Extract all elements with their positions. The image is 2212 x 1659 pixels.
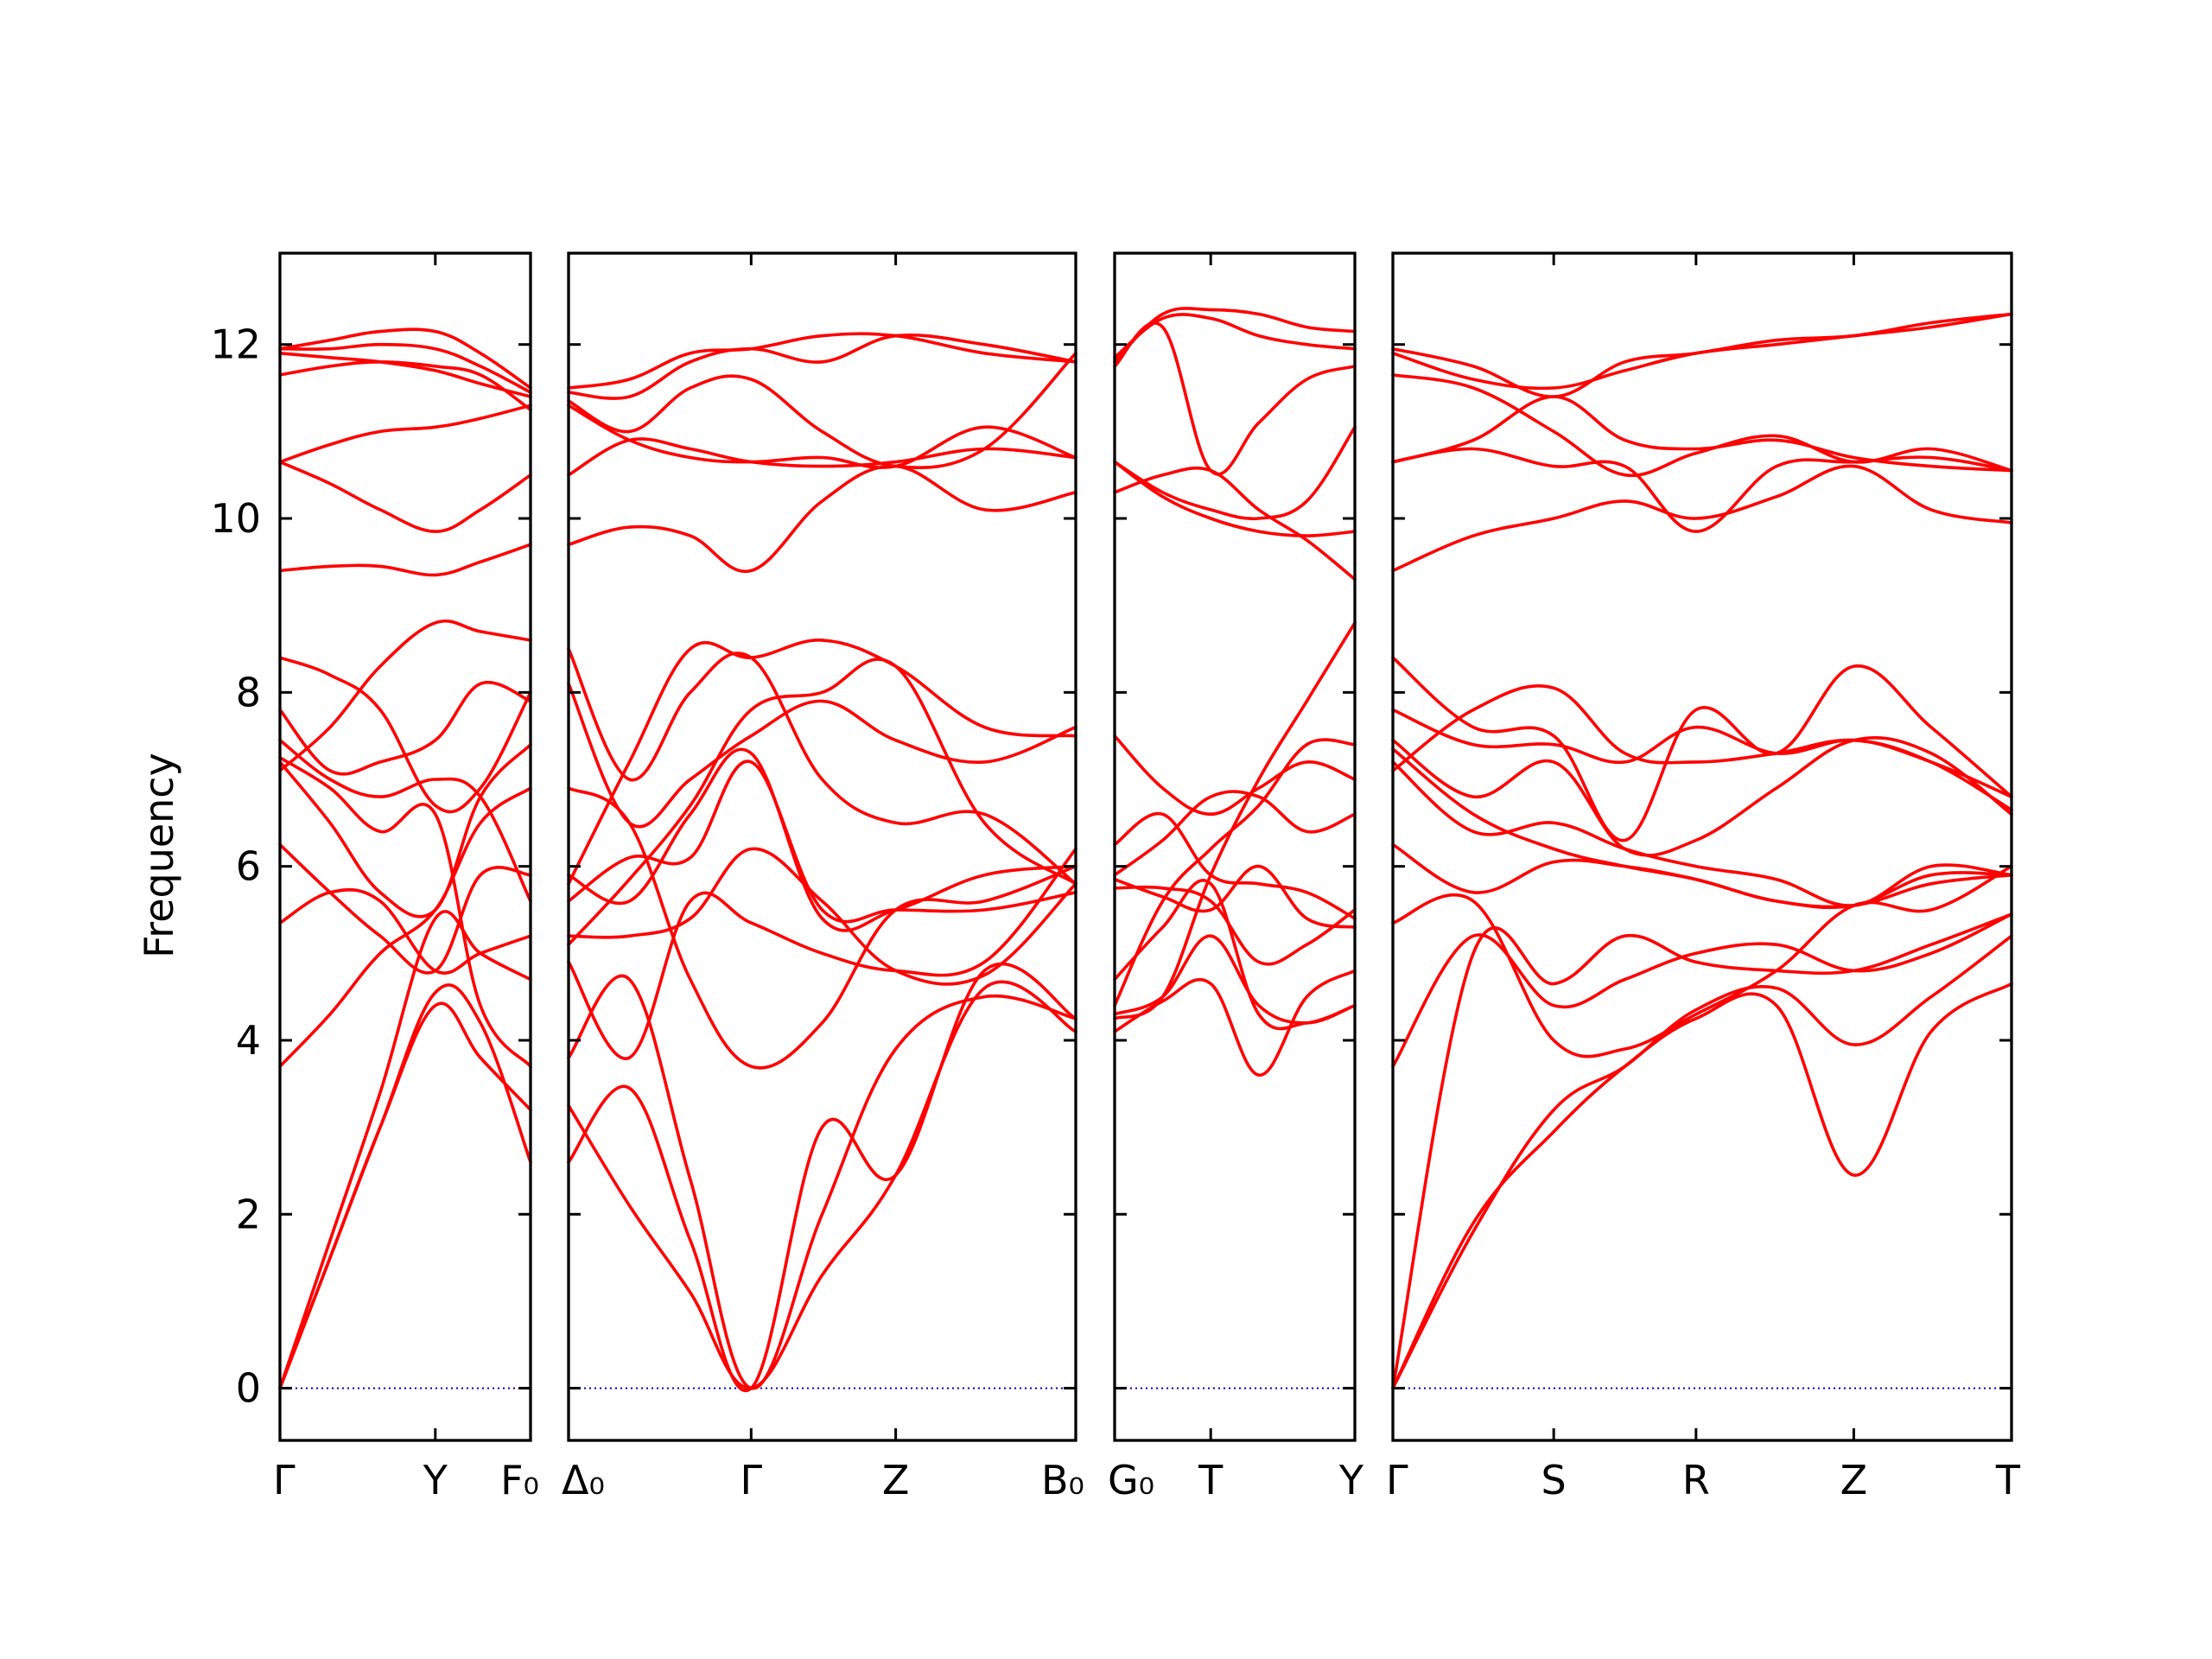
band-line [1391,864,2013,1058]
x-tick-label: Y [1338,1457,1364,1503]
band-line [567,658,1077,946]
band-line [1113,425,1357,521]
x-tick-label: R [1682,1457,1710,1503]
band-line [278,887,532,975]
x-tick-label: G₀ [1108,1457,1154,1503]
x-tick-label: B₀ [1041,1457,1084,1503]
band-line [1391,760,2013,907]
band-line [278,360,532,411]
panel-frame [278,251,532,1442]
band-line [1391,447,2013,533]
band-line [278,620,532,772]
band-line [278,327,532,390]
x-tick-label: Γ [1386,1457,1408,1503]
band-line [567,847,1077,1060]
band-line [1113,466,1357,582]
band-line [278,404,532,464]
x-tick-label: Δ₀ [562,1457,605,1503]
band-line [1391,736,2013,857]
band-line [1113,313,1357,359]
band-line [278,983,532,1390]
band-line [278,1001,532,1390]
band-line [1391,373,2013,478]
band-line [567,974,1077,1390]
x-tick-label: Γ [273,1457,296,1503]
x-tick-label: S [1541,1457,1567,1503]
band-line [1391,934,2013,1390]
band-line [1113,460,1357,537]
band-line [1113,621,1357,1020]
band-line [1391,747,2013,910]
y-tick-label: 2 [236,1191,261,1237]
x-tick-label: Γ [740,1457,762,1503]
band-line [567,747,1077,932]
band-line [567,464,1077,574]
band-line [278,656,532,814]
panel-1: 0 2 4 6 8 10 12 Γ Y F₀ [210,251,539,1503]
band-line [278,756,532,1068]
band-line [1113,307,1357,364]
band-line [1113,864,1357,929]
y-axis-label: Frequency [136,753,182,958]
band-line [567,980,1077,1390]
x-tick-label: F₀ [500,1457,539,1503]
x-tick-label: T [1198,1457,1224,1503]
band-line [567,647,1077,886]
band-line [278,738,532,903]
band-line [1391,312,2013,398]
band-line [1113,738,1357,1007]
band-line [1391,656,2013,842]
band-line [278,910,532,1390]
y-tick-label: 0 [236,1365,261,1412]
band-line [567,786,1077,1070]
band-line [1391,912,2013,1068]
band-line [1391,912,2013,1390]
band-line [1113,885,1357,966]
band-line [278,342,532,394]
band-line [567,639,1077,886]
panel-2: Δ₀ Γ Z B₀ [562,251,1084,1503]
band-line [1113,811,1357,920]
y-tick-label: 12 [210,321,261,368]
band-line [1391,842,2013,909]
y-tick-label: 4 [236,1017,261,1064]
band-line [278,680,532,776]
band-line [1391,395,2013,473]
band-line [567,962,1077,1393]
y-tick-label: 8 [236,669,261,715]
band-line [278,352,532,398]
band-line [567,333,1077,400]
band-line [1113,969,1357,1077]
band-line [567,682,1077,829]
x-tick-label: Z [882,1457,910,1503]
x-tick-label: Z [1840,1457,1868,1503]
panel-frame [1391,251,2013,1442]
band-line [1391,708,2013,798]
band-line [1391,464,2013,573]
band-line [1113,790,1357,877]
band-line [1391,683,2013,811]
band-line [567,332,1077,390]
band-line [567,352,1077,470]
band-line [278,742,532,918]
band-line [278,460,532,533]
band-line [567,404,1077,469]
y-tick-label: 6 [236,843,261,890]
y-tick-label: 10 [210,495,261,542]
band-line [278,786,532,1068]
x-tick-label: T [1995,1457,2021,1503]
band-line [1391,982,2013,1390]
panel-frame [1113,251,1357,1442]
panel-3: G₀ T Y [1108,251,1364,1503]
panel-frame [567,251,1077,1442]
band-line [278,842,532,975]
x-tick-label: Y [423,1457,448,1503]
band-line [1113,734,1357,817]
band-line [278,543,532,577]
